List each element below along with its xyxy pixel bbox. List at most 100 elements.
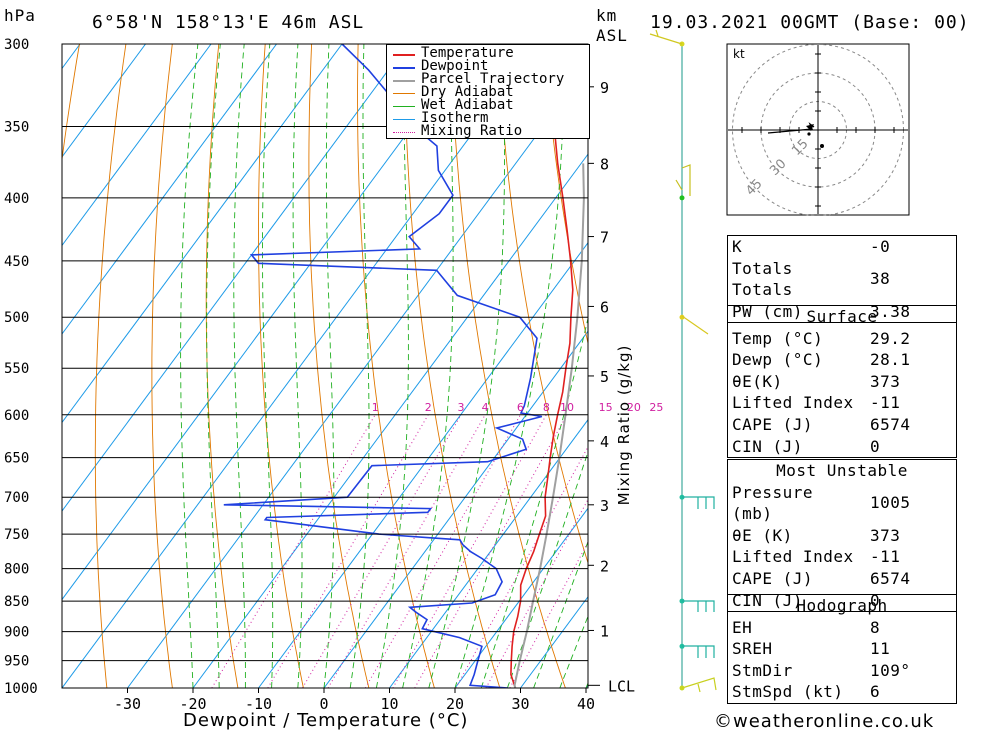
legend-dewpoint-swatch — [393, 67, 415, 69]
plot-frame — [61, 43, 589, 689]
mixing-ratio-line — [414, 414, 568, 688]
pressure-tick-label: 700 — [4, 490, 29, 506]
legend-isotherm-swatch — [393, 119, 415, 120]
unstable-row: Pressure (mb) 1005 — [732, 482, 911, 524]
pressure-tick-label: 900 — [4, 625, 29, 641]
hodograph-mean-wind — [807, 132, 811, 136]
mixing-ratio-label: 8 — [543, 401, 550, 414]
dry-adiabat-line — [404, 44, 501, 688]
isotherm-line — [389, 418, 588, 688]
dry-adiabat-line — [962, 44, 1000, 688]
general-indices-table: K -0 Totals Totals 38 PW (cm) 3.38 — [727, 235, 957, 324]
x-tick-label: 10 — [380, 695, 398, 713]
mixing-ratio-line — [455, 445, 588, 688]
wind-level-dot — [679, 314, 685, 320]
mixing-ratio-label: 2 — [425, 401, 432, 414]
mixing-ratio-label: 25 — [649, 401, 663, 414]
forecast-datetime: 19.03.2021 00GMT (Base: 00) — [650, 12, 970, 33]
wet-adiabat-line — [533, 540, 588, 688]
unstable-row: CIN (J) 0 — [732, 590, 881, 610]
unstable-row: Lifted Index -11 — [732, 547, 901, 567]
wind-barb — [681, 315, 709, 335]
pressure-tick-label: 450 — [4, 254, 29, 270]
isotherm-line — [62, 44, 343, 424]
pressure-tick-label: 550 — [4, 361, 29, 377]
surface-row: θE(K) 373 — [732, 371, 901, 391]
most-unstable-table: Most Unstable Pressure (mb) 1005 θE (K) 37… — [727, 459, 957, 613]
dry-adiabat-line — [205, 44, 239, 688]
wet-adiabat-line — [454, 44, 565, 688]
km-tick-label: 8 — [600, 155, 609, 173]
x-tick-label: 30 — [511, 695, 529, 713]
km-unit-label: km — [596, 6, 618, 25]
index-row-totals: Totals Totals 38 — [732, 258, 891, 300]
index-row-k: K -0 — [732, 237, 891, 256]
pressure-tick-label: 300 — [4, 37, 29, 53]
legend-dry-adiabat: Dry Adiabat — [421, 84, 514, 100]
surface-row: Lifted Index -11 — [732, 393, 901, 413]
station-location: 6°58'N 158°13'E 46m ASL — [92, 12, 365, 33]
mixing-ratio-label: 4 — [482, 401, 489, 414]
km-tick-label: 5 — [600, 368, 609, 386]
km-tick-label: 7 — [600, 229, 609, 247]
pressure-tick-label: 950 — [4, 654, 29, 670]
pressure-tick-label: 600 — [4, 408, 29, 424]
mixing-ratio-axis-label: Mixing Ratio (g/kg) — [615, 344, 633, 506]
wind-barb — [682, 645, 715, 658]
isotherm-line — [323, 330, 588, 688]
hodograph-unit: kt — [733, 47, 745, 61]
mixing-ratio-line — [267, 414, 429, 688]
temperature-profile — [510, 44, 574, 688]
x-tick-label: 20 — [446, 695, 464, 713]
pressure-tick-label: 650 — [4, 451, 29, 467]
legend-isotherm: Isotherm — [421, 110, 489, 126]
unstable-section-title: Most Unstable — [776, 461, 908, 480]
pressure-tick-label: 800 — [4, 562, 29, 578]
mixing-ratio-line — [364, 414, 521, 688]
pressure-unit-label: hPa — [4, 6, 36, 25]
chart-legend: Temperature Dewpoint Parcel Trajectory D… — [386, 44, 590, 139]
isotherm-line — [62, 44, 539, 688]
dewpoint-profile — [223, 44, 543, 688]
dry-adiabat-line — [496, 44, 588, 565]
copyright-link[interactable]: ©weatheronline.co.uk — [714, 711, 935, 732]
legend-parcel-trajectory: Parcel Trajectory — [421, 71, 565, 87]
wind-barb — [675, 164, 691, 196]
isotherm-line — [62, 44, 146, 158]
hodograph-storm-motion — [820, 144, 824, 148]
legend-wet-adiabat-swatch — [393, 106, 415, 107]
mixing-ratio-label: 10 — [560, 401, 574, 414]
isotherm-line — [62, 44, 212, 247]
isotherm-line — [62, 44, 474, 601]
pressure-tick-label: 750 — [4, 527, 29, 543]
wind-barb — [682, 600, 715, 612]
legend-mixing-ratio-swatch — [393, 132, 415, 133]
km-tick-label: 6 — [600, 298, 609, 316]
x-axis-label: Dewpoint / Temperature (°C) — [183, 710, 469, 731]
surface-row: Temp (°C) 29.2 — [732, 328, 911, 348]
wet-adiabat-line — [559, 615, 588, 688]
unstable-row: θE (K) 373 — [732, 525, 901, 545]
km-tick-label: 1 — [600, 622, 609, 640]
pressure-tick-label: 1000 — [4, 681, 38, 697]
lcl-label: LCL — [608, 677, 635, 695]
pressure-tick-label: 400 — [4, 191, 29, 207]
isotherm-line — [258, 241, 588, 688]
pressure-tick-label: 850 — [4, 594, 29, 610]
hodo-row: StmDir 109° — [732, 660, 911, 680]
x-tick-label: -20 — [179, 695, 206, 713]
km-tick-label: 2 — [600, 557, 609, 575]
wet-adiabat-line — [206, 44, 221, 688]
asl-unit-label: ASL — [596, 26, 628, 45]
dry-adiabat-line — [450, 44, 566, 688]
isotherm-line — [127, 64, 588, 688]
mixing-ratio-line — [302, 414, 462, 688]
wet-adiabat-line — [233, 44, 246, 688]
dry-adiabat-line — [543, 44, 588, 346]
wet-adiabat-line — [323, 44, 335, 688]
pressure-tick-label: 500 — [4, 310, 29, 326]
dry-adiabat-line — [308, 44, 370, 688]
km-tick-label: 4 — [600, 433, 609, 451]
wet-adiabat-line — [180, 44, 199, 688]
isotherm-line — [62, 44, 277, 335]
